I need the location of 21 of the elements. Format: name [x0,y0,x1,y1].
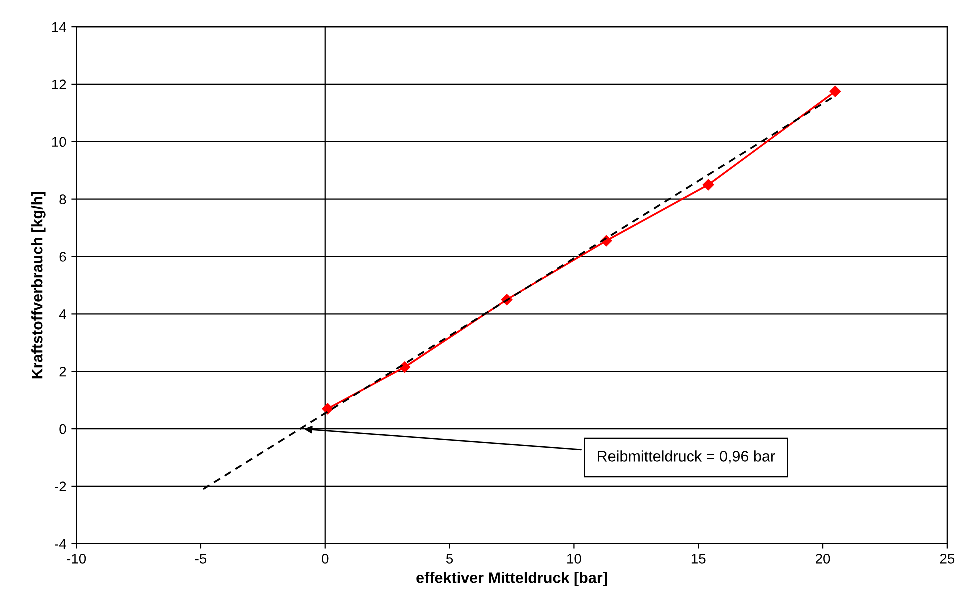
x-tick-label: -5 [195,554,207,564]
y-tick-label: 12 [52,80,66,90]
x-tick-label: 20 [816,554,830,564]
x-tick-label: 15 [692,554,706,564]
y-tick-label: 8 [60,194,66,204]
x-tick-label: 25 [940,554,955,564]
y-axis-title: Kraftstoffverbrauch [kg/h] [32,192,46,379]
y-tick-label: 4 [59,310,66,320]
y-tick-label: -2 [55,482,66,492]
x-tick-label: -10 [67,554,86,564]
x-tick-label: 5 [446,554,454,564]
y-tick-label: 6 [60,252,66,262]
y-tick-label: 2 [60,366,66,377]
x-tick-label: 0 [322,554,329,564]
x-tick-label: 10 [568,554,582,564]
y-tick-label: 10 [52,137,66,148]
annotation: Reibmitteldruck = 0,96 bar [598,450,776,464]
x-axis-title: effektiver Mitteldruck [bar] [416,572,608,586]
y-tick-label: -4 [55,539,66,549]
y-tick-label: 0 [60,424,66,434]
y-tick-label: 14 [52,22,66,32]
